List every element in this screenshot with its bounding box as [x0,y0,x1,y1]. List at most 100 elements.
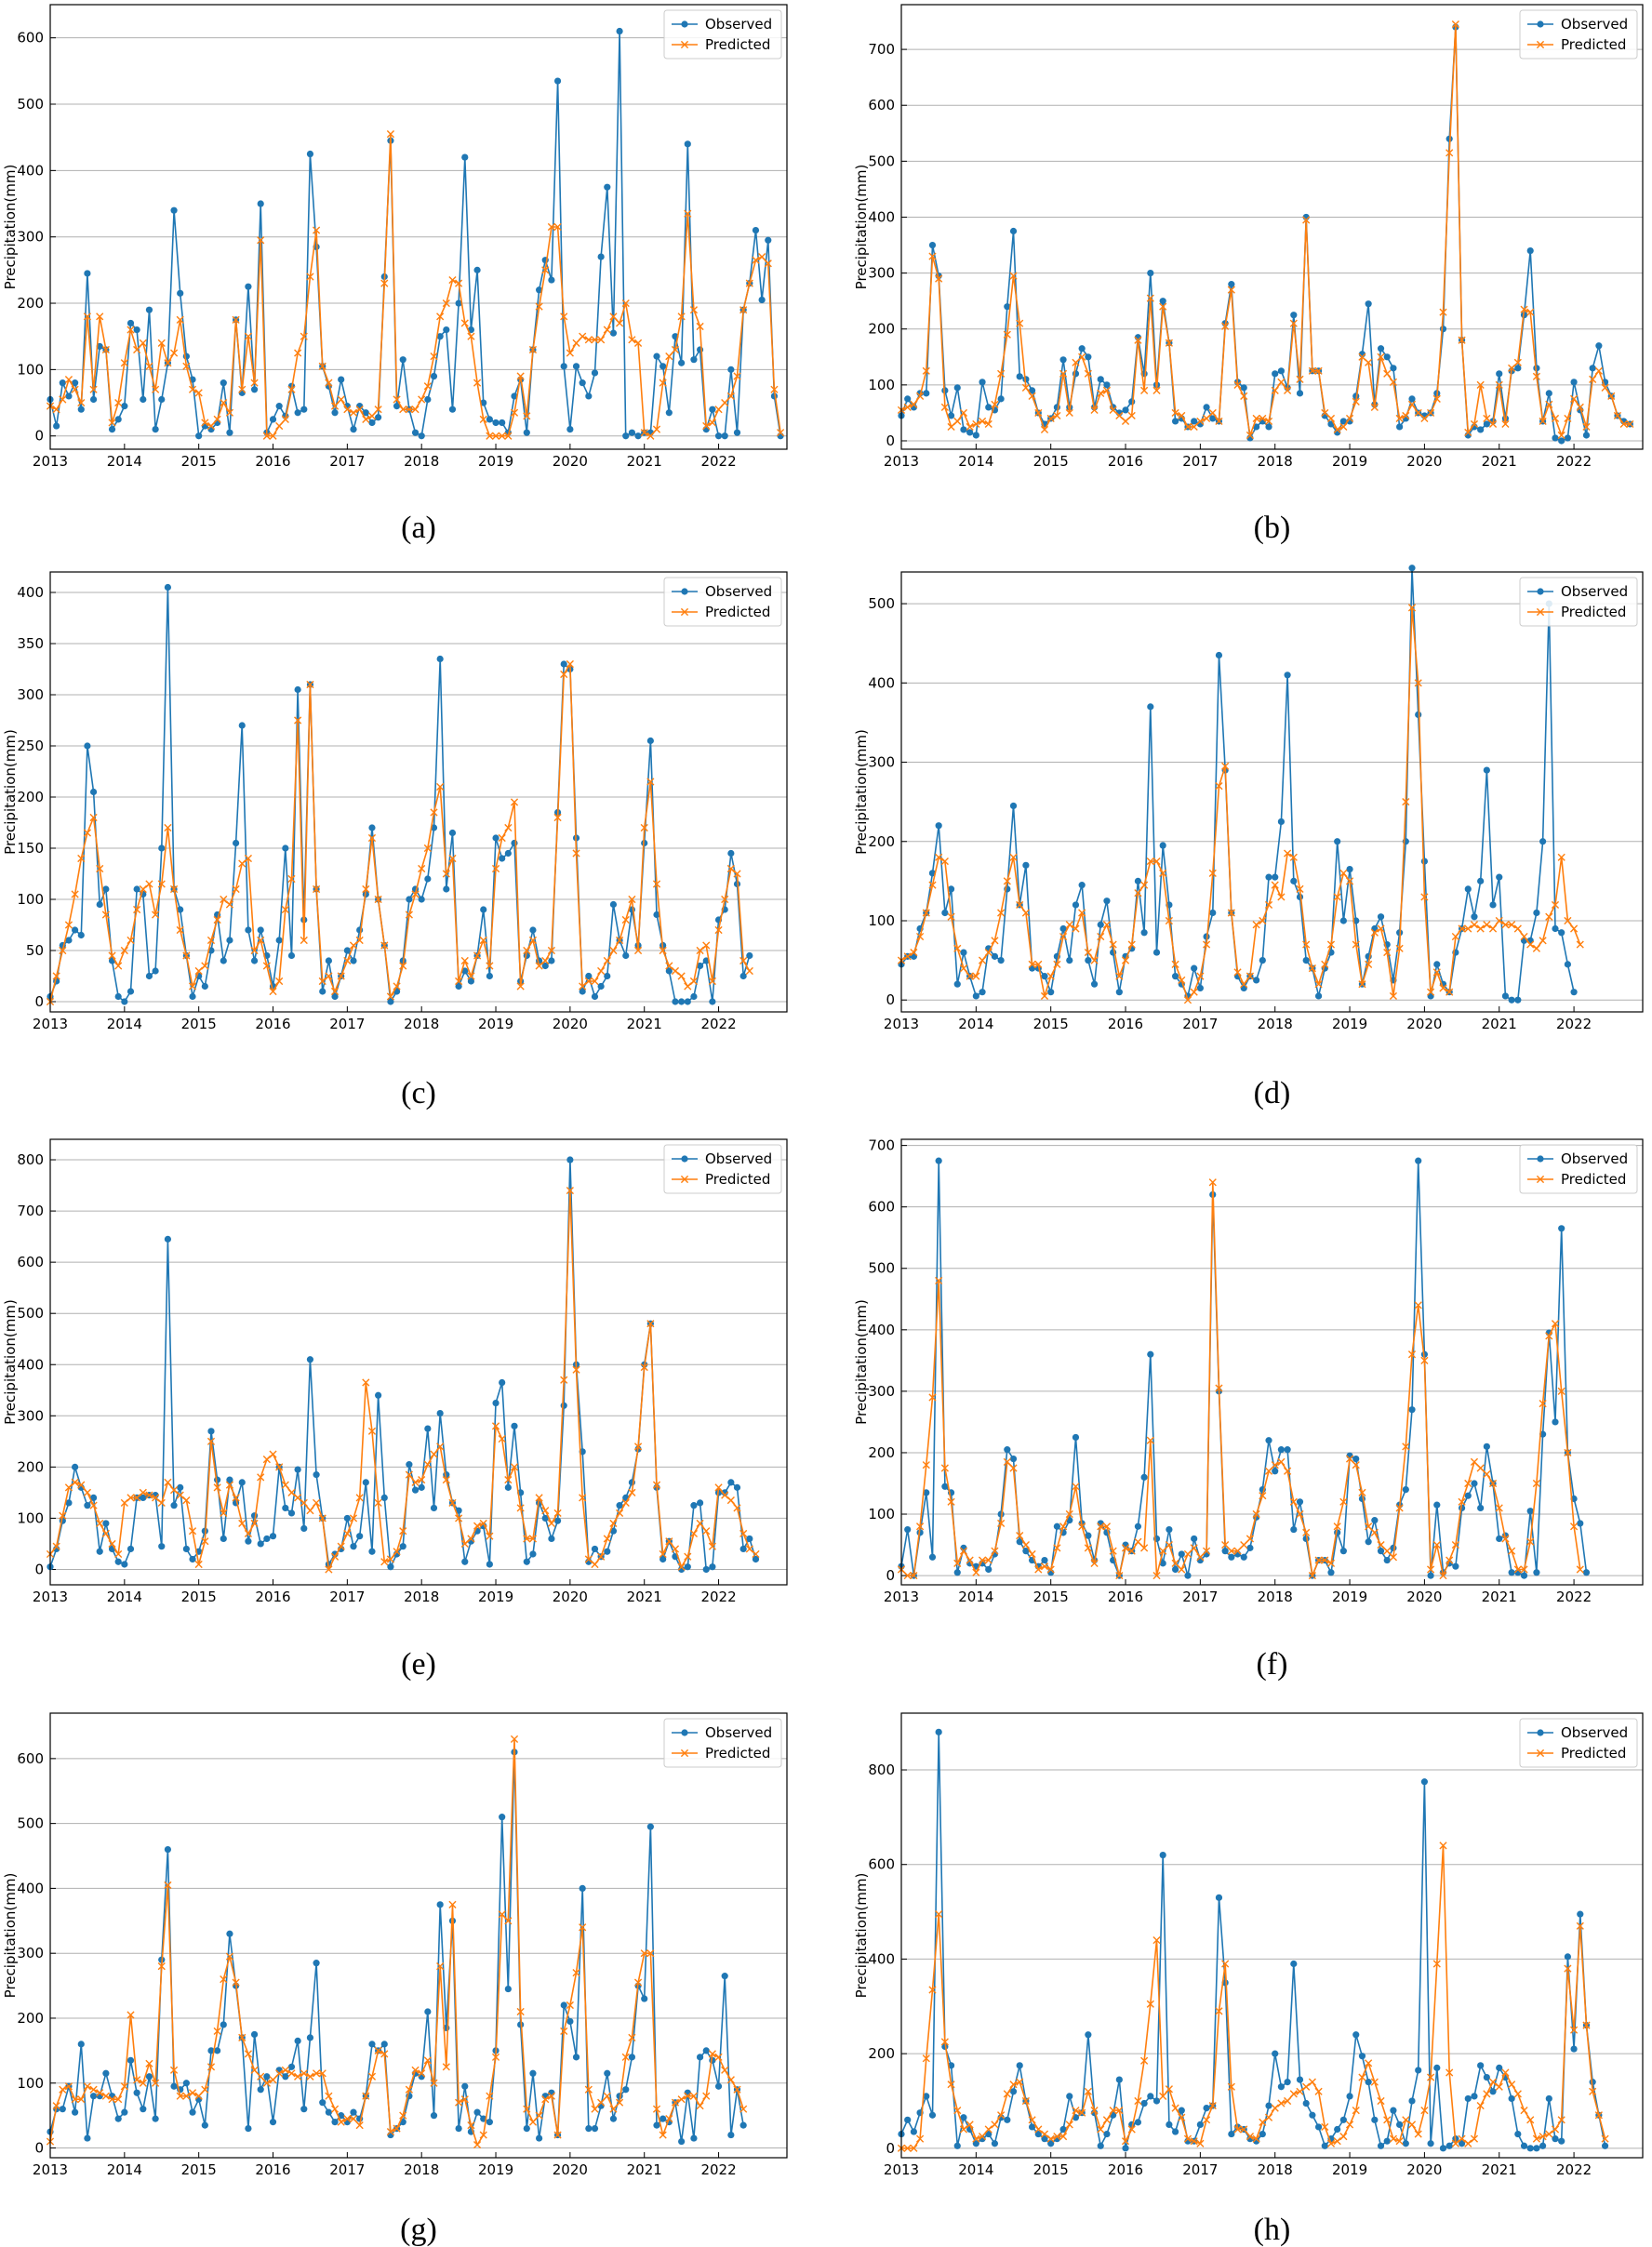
data-point [659,379,667,387]
data-point [1140,2056,1149,2065]
data-point [442,2063,450,2071]
data-point [83,2082,92,2091]
data-point [1178,976,1186,985]
data-point [448,406,457,413]
x-tick-label: 2021 [627,2161,662,2178]
legend-box [663,1144,782,1194]
data-point [1009,2088,1018,2095]
data-point [1551,2125,1560,2134]
data-point [133,885,140,893]
data-point [597,1552,606,1561]
data-point [597,966,606,976]
data-point [1147,1350,1154,1358]
data-point [1551,414,1560,423]
data-point [622,432,630,440]
data-point [1190,422,1198,432]
data-point [1477,877,1485,884]
data-point [758,296,766,304]
y-tick-label: 500 [868,595,895,612]
data-point [306,1507,314,1515]
data-point [306,273,314,281]
data-point [904,1525,912,1534]
data-point [1115,411,1124,420]
data-point [1040,1562,1049,1571]
data-point [910,400,918,408]
data-point [1121,956,1130,964]
series-line [900,23,1631,436]
data-point [287,2063,296,2070]
data-point [387,1563,394,1571]
data-point [1009,1464,1018,1472]
data-point [1289,2090,1298,2098]
y-tick-label: 800 [17,1151,44,1168]
data-point [953,417,962,426]
data-point [1377,924,1385,933]
y-tick-label: 100 [17,2075,44,2092]
plot-frame [900,571,1644,1013]
y-tick-label: 300 [17,229,44,246]
data-point [1090,1559,1099,1567]
data-point [1470,921,1479,929]
y-tick-label: 350 [17,635,44,652]
data-point [164,1845,172,1854]
y-axis-title: Precipitation(mm) [2,1873,19,1999]
data-point [1040,2130,1049,2138]
data-point [935,853,943,861]
data-point [1477,1504,1485,1512]
data-point [659,2115,667,2122]
data-point [399,1527,407,1536]
data-point [1233,1547,1242,1555]
data-point [1427,1572,1434,1579]
data-point [572,2054,580,2061]
data-point [188,385,197,393]
data-point [1259,957,1266,964]
y-tick-label: 600 [17,30,44,47]
data-point [1046,414,1055,423]
data-point [535,2111,543,2120]
data-point [102,885,110,893]
data-point [362,1378,370,1387]
data-point [287,874,296,884]
data-point [1053,411,1061,420]
data-point [1557,431,1565,440]
data-point [319,2099,326,2107]
y-tick-label: 700 [17,1203,44,1219]
data-point [491,432,500,440]
legend-label: Predicted [705,36,770,53]
data-point [448,1498,457,1508]
data-point [282,2073,289,2081]
data-point [1152,949,1161,956]
data-point [443,885,450,893]
data-point [1022,1548,1030,1555]
series-line [900,26,1631,442]
data-point [220,1509,228,1518]
data-point [1228,1553,1235,1561]
data-point [953,2107,962,2115]
data-point [1284,1467,1292,1475]
data-point [1501,921,1510,929]
data-point [1264,1467,1273,1475]
y-tick-label: 600 [868,1199,895,1216]
y-axis-title: Precipitation(mm) [2,165,19,290]
data-point [1495,2082,1503,2091]
data-point [604,2069,611,2077]
data-point [646,778,655,786]
data-point [1178,2113,1186,2121]
data-point [188,982,197,991]
data-point [1439,2145,1447,2152]
data-point [1345,1455,1354,1463]
data-point [1365,2059,1373,2068]
y-tick-label: 200 [868,321,895,338]
data-point [1296,390,1304,397]
data-point [553,222,562,232]
data-point [745,1545,753,1553]
data-point [1059,2133,1068,2141]
data-point [904,2116,912,2123]
y-tick-label: 250 [17,738,44,754]
data-point [1358,1488,1366,1496]
data-point [1619,419,1628,429]
data-point [1277,2083,1286,2091]
data-point [665,409,673,417]
data-point [1326,940,1336,949]
data-point [77,2041,85,2048]
